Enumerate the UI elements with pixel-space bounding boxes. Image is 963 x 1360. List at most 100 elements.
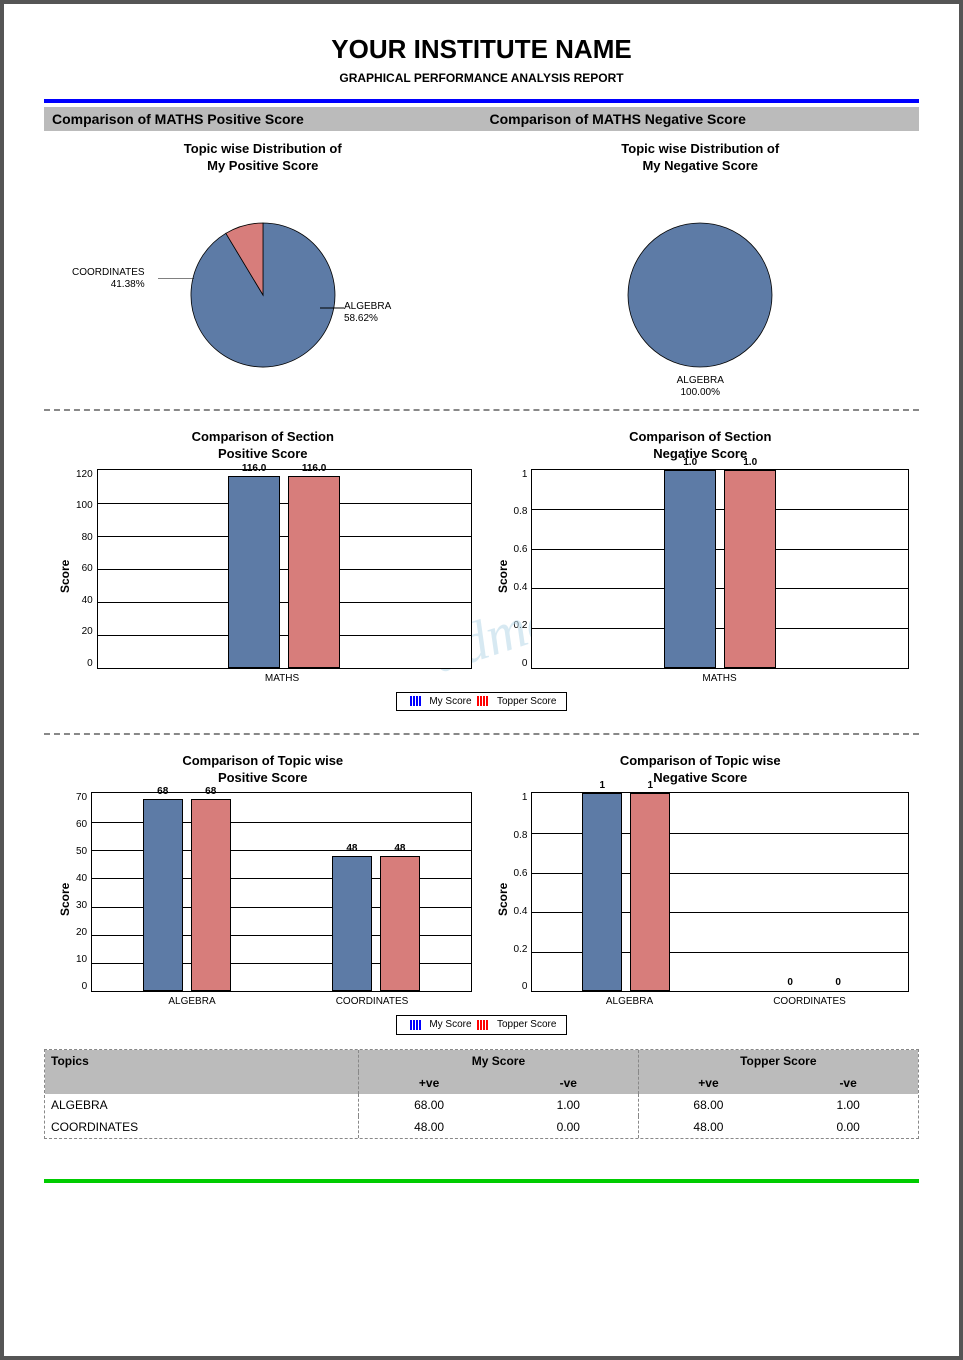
y-tick: 40 xyxy=(76,873,87,884)
bar-value: 1.0 xyxy=(665,457,715,468)
x-category: MATHS xyxy=(102,669,462,684)
bar: 1 xyxy=(582,793,622,991)
bar-chart-title: Comparison of SectionPositive Score xyxy=(44,429,482,463)
pie-positive-title: Topic wise Distribution of My Positive S… xyxy=(44,141,482,175)
y-tick: 0 xyxy=(514,981,528,992)
legend-swatch-blue-icon xyxy=(410,1019,424,1030)
section-bar-row: Comparison of SectionPositive Score Scor… xyxy=(44,419,919,684)
bar: 116.0 xyxy=(288,476,340,667)
table-row: COORDINATES 48.00 0.00 48.00 0.00 xyxy=(45,1116,918,1138)
legend-my: My Score xyxy=(429,696,471,707)
td-my-neg: 1.00 xyxy=(499,1094,639,1116)
y-tick: 60 xyxy=(76,563,93,574)
bar-value: 1 xyxy=(631,780,669,791)
y-tick: 0 xyxy=(514,658,528,669)
topic-legend: My Score Topper Score xyxy=(396,1015,568,1034)
pie-pos-alg-pct: 58.62% xyxy=(344,313,378,324)
td-top-neg: 1.00 xyxy=(778,1094,918,1116)
bar: 48 xyxy=(380,856,420,992)
bar-group: 116.0116.0 xyxy=(98,470,471,668)
bar: 48 xyxy=(332,856,372,992)
y-axis-label: Score xyxy=(492,469,514,684)
th-top-pos: +ve xyxy=(639,1072,779,1094)
pie-positive-svg xyxy=(183,215,343,375)
y-tick: 1 xyxy=(514,469,528,480)
pie-positive-title-l1: Topic wise Distribution of xyxy=(184,141,342,156)
th-my-neg: -ve xyxy=(499,1072,639,1094)
th-top-neg: -ve xyxy=(778,1072,918,1094)
td-topic: ALGEBRA xyxy=(45,1094,359,1116)
x-category: COORDINATES xyxy=(282,992,462,1007)
bar-value: 0 xyxy=(818,977,858,988)
bar: 1.0 xyxy=(664,470,716,668)
pie-positive-label-algebra: ALGEBRA 58.62% xyxy=(344,301,391,325)
y-tick: 70 xyxy=(76,792,87,803)
legend-swatch-blue-icon xyxy=(410,696,424,707)
y-tick: 20 xyxy=(76,927,87,938)
th-myscore: My Score xyxy=(359,1050,638,1072)
bar-chart-title: Comparison of Topic wiseNegative Score xyxy=(482,753,920,787)
th-blank xyxy=(45,1072,359,1094)
pie-pos-coord-leader xyxy=(158,251,194,279)
x-category: ALGEBRA xyxy=(102,992,282,1007)
divider-1 xyxy=(44,409,919,411)
y-tick: 40 xyxy=(76,595,93,606)
legend-swatch-red-icon xyxy=(477,696,491,707)
y-tick: 0.2 xyxy=(514,944,528,955)
y-tick: 0.4 xyxy=(514,906,528,917)
pie-negative-title-l2: My Negative Score xyxy=(642,158,758,173)
td-my-pos: 68.00 xyxy=(359,1094,499,1116)
legend-topper-2: Topper Score xyxy=(497,1020,556,1031)
y-axis-label: Score xyxy=(54,469,76,684)
pie-pos-coord-name: COORDINATES xyxy=(72,267,145,278)
bar: 68 xyxy=(143,799,183,991)
pie-positive: Topic wise Distribution of My Positive S… xyxy=(44,131,482,395)
score-table: Topics My Score Topper Score +ve -ve +ve… xyxy=(44,1049,919,1139)
pie-pos-coord-pct: 41.38% xyxy=(111,279,145,290)
bar-group: 00 xyxy=(720,793,908,991)
th-my-pos: +ve xyxy=(359,1072,499,1094)
pie-negative: Topic wise Distribution of My Negative S… xyxy=(482,131,920,395)
y-tick: 1 xyxy=(514,792,528,803)
y-tick: 80 xyxy=(76,532,93,543)
y-axis-label: Score xyxy=(54,792,76,1007)
pie-negative-title-l1: Topic wise Distribution of xyxy=(621,141,779,156)
section-legend: My Score Topper Score xyxy=(396,692,568,711)
bar-chart-title: Comparison of Topic wisePositive Score xyxy=(44,753,482,787)
topic-bar-row: Comparison of Topic wisePositive Score S… xyxy=(44,743,919,1008)
pie-neg-alg-pct: 100.00% xyxy=(681,387,720,398)
rule-blue xyxy=(44,99,919,103)
bar-value: 116.0 xyxy=(289,463,339,474)
th-topics: Topics xyxy=(45,1050,359,1072)
section-header-positive: Comparison of MATHS Positive Score xyxy=(44,107,482,131)
pie-pos-alg-name: ALGEBRA xyxy=(344,301,391,312)
td-top-neg: 0.00 xyxy=(778,1116,918,1138)
table-row: ALGEBRA 68.00 1.00 68.00 1.00 xyxy=(45,1094,918,1116)
th-topperscore: Topper Score xyxy=(639,1050,918,1072)
page-title: YOUR INSTITUTE NAME xyxy=(44,34,919,65)
bar-value: 116.0 xyxy=(229,463,279,474)
divider-2 xyxy=(44,733,919,735)
y-tick: 60 xyxy=(76,819,87,830)
y-tick: 0.4 xyxy=(514,582,528,593)
bar-group: 11 xyxy=(532,793,720,991)
topic-bar-positive: Comparison of Topic wisePositive Score S… xyxy=(44,743,482,1008)
y-tick: 0 xyxy=(76,981,87,992)
legend-my-2: My Score xyxy=(429,1020,471,1031)
page-subtitle: GRAPHICAL PERFORMANCE ANALYSIS REPORT xyxy=(44,71,919,85)
bar-value: 1 xyxy=(583,780,621,791)
y-tick: 20 xyxy=(76,626,93,637)
y-tick: 0.8 xyxy=(514,506,528,517)
pie-positive-title-l2: My Positive Score xyxy=(207,158,318,173)
y-tick: 30 xyxy=(76,900,87,911)
x-category: ALGEBRA xyxy=(540,992,720,1007)
bar: 1.0 xyxy=(724,470,776,668)
pie-pos-alg-leader xyxy=(320,303,348,313)
td-topic: COORDINATES xyxy=(45,1116,359,1138)
y-tick: 100 xyxy=(76,500,93,511)
section-bar-positive: Comparison of SectionPositive Score Scor… xyxy=(44,419,482,684)
bar-value: 48 xyxy=(381,843,419,854)
bar-value: 68 xyxy=(144,786,182,797)
section-header-negative: Comparison of MATHS Negative Score xyxy=(482,107,920,131)
pie-negative-title: Topic wise Distribution of My Negative S… xyxy=(482,141,920,175)
